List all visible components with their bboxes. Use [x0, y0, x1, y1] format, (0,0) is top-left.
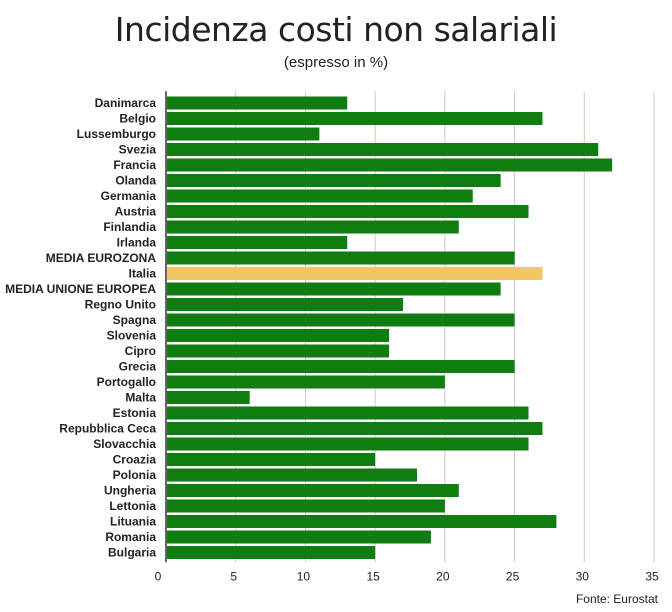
category-label-malta: Malta [125, 391, 156, 405]
bar-germania [167, 189, 473, 203]
bar-portogallo [167, 375, 445, 389]
bar-slovenia [167, 329, 390, 342]
category-label-estonia: Estonia [113, 406, 157, 420]
x-tick-label-5: 5 [230, 569, 237, 583]
category-label-slovacchia: Slovacchia [93, 437, 156, 451]
x-tick-label-25: 25 [506, 569, 520, 583]
bar-lussemburgo [167, 127, 320, 141]
bar-olanda [167, 174, 501, 187]
category-label-polonia: Polonia [113, 468, 157, 482]
bar-regno-unito [167, 298, 404, 311]
bar-media-unione-europea [167, 282, 501, 296]
category-label-lituania: Lituania [110, 515, 156, 529]
category-label-francia: Francia [113, 158, 156, 172]
bar-spagna [167, 313, 515, 327]
category-label-media-eurozona: MEDIA EUROZONA [46, 251, 157, 265]
bar-media-eurozona [167, 251, 515, 265]
category-label-ungheria: Ungheria [104, 484, 156, 498]
category-label-olanda: Olanda [115, 174, 156, 188]
x-axis-ticks: 0 5 10 15 20 25 30 35 [155, 569, 659, 583]
chart-subtitle: (espresso in %) [283, 54, 389, 71]
bar-austria [167, 205, 529, 218]
source-note: Fonte: Eurostat [575, 592, 658, 606]
category-label-romania: Romania [105, 530, 156, 544]
bar-croazia [167, 453, 376, 466]
category-label-media-unione-europea: MEDIA UNIONE EUROPEA [5, 282, 156, 296]
bar-estonia [167, 406, 529, 420]
bars [167, 96, 613, 559]
bar-danimarca [167, 96, 348, 110]
category-label-bulgaria: Bulgaria [108, 546, 156, 560]
bar-finlandia [167, 220, 459, 234]
category-label-irlanda: Irlanda [117, 236, 157, 250]
chart-title: Incidenza costi non salariali [114, 10, 558, 49]
bar-cipro [167, 344, 390, 358]
bar-lettonia [167, 499, 445, 513]
bar-italia [167, 267, 543, 280]
category-label-danimarca: Danimarca [95, 96, 157, 110]
bar-romania [167, 530, 431, 544]
category-label-spagna: Spagna [113, 313, 157, 327]
x-tick-label-20: 20 [436, 569, 450, 583]
bar-irlanda [167, 236, 348, 249]
category-label-germania: Germania [101, 189, 157, 203]
bar-malta [167, 391, 250, 404]
bar-bulgaria [167, 546, 376, 559]
category-label-belgio: Belgio [119, 112, 156, 126]
bar-polonia [167, 468, 417, 482]
x-tick-label-10: 10 [297, 569, 311, 583]
x-tick-label-35: 35 [645, 569, 659, 583]
bar-svezia [167, 143, 599, 156]
category-label-lettonia: Lettonia [109, 499, 156, 513]
category-label-italia: Italia [129, 267, 157, 281]
category-label-svezia: Svezia [119, 143, 157, 157]
category-label-cipro: Cipro [125, 344, 156, 358]
bar-ungheria [167, 484, 459, 497]
category-label-austria: Austria [115, 205, 157, 219]
x-tick-label-30: 30 [576, 569, 590, 583]
category-label-finlandia: Finlandia [103, 220, 156, 234]
category-label-croazia: Croazia [113, 453, 157, 467]
category-label-repubblica-ceca: Repubblica Ceca [59, 422, 156, 436]
category-label-portogallo: Portogallo [97, 375, 156, 389]
bar-slovacchia [167, 437, 529, 451]
bar-belgio [167, 112, 543, 125]
x-tick-label-0: 0 [155, 569, 162, 583]
category-label-regno-unito: Regno Unito [85, 298, 156, 312]
category-label-slovenia: Slovenia [107, 329, 157, 343]
category-label-grecia: Grecia [119, 360, 157, 374]
bar-lituania [167, 515, 557, 528]
bar-grecia [167, 360, 515, 373]
x-tick-label-15: 15 [366, 569, 380, 583]
bar-francia [167, 158, 613, 172]
bar-repubblica-ceca [167, 422, 543, 435]
category-label-lussemburgo: Lussemburgo [77, 127, 156, 141]
